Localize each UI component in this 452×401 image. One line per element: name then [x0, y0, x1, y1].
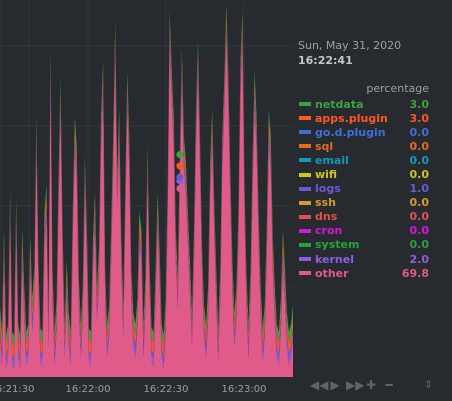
legend-row-cron[interactable]: cron 0.0 [298, 224, 448, 238]
legend-name: ssh [315, 196, 336, 210]
stacked-area-chart[interactable]: 16:21:30 16:22:00 16:22:30 16:23:00 [0, 0, 293, 401]
resize-handle-icon[interactable]: ⇕ [424, 378, 434, 391]
legend-row-apps.plugin[interactable]: apps.plugin 3.0 [298, 111, 448, 125]
legend-row-sql[interactable]: sql 0.0 [298, 139, 448, 153]
legend-swatch [299, 144, 311, 149]
area-series-kernel [0, 30, 293, 370]
legend-value: 0.0 [409, 168, 430, 182]
pan-right-icon[interactable]: ▶▶ [346, 378, 365, 392]
legend-value: 0.0 [409, 210, 430, 224]
legend: Sun, May 31, 2020 16:22:41 percentage ne… [298, 39, 448, 280]
legend-row-kernel[interactable]: kernel 2.0 [298, 252, 448, 266]
legend-row-dns[interactable]: dns 0.0 [298, 210, 448, 224]
legend-swatch [299, 102, 311, 107]
legend-name: cron [315, 224, 343, 238]
x-tick-label: 16:21:30 [0, 384, 34, 395]
legend-value: 3.0 [409, 111, 430, 125]
legend-value: 3.0 [409, 97, 430, 111]
legend-swatch [299, 257, 311, 262]
legend-row-system[interactable]: system 0.0 [298, 238, 448, 252]
legend-name: logs [315, 182, 341, 196]
zoom-in-icon[interactable]: ✚ [365, 378, 377, 392]
legend-swatch [299, 116, 311, 121]
legend-value: 0.0 [409, 224, 430, 238]
legend-value: 1.0 [409, 182, 430, 196]
legend-swatch [299, 172, 311, 177]
legend-name: sql [315, 139, 334, 153]
legend-value: 0.0 [409, 238, 430, 252]
zoom-out-icon[interactable]: ━ [385, 378, 393, 392]
legend-date: Sun, May 31, 2020 [298, 39, 402, 52]
legend-swatch [299, 271, 311, 276]
legend-name: other [315, 266, 349, 280]
legend-value: 2.0 [409, 252, 430, 266]
legend-row-wifi[interactable]: wifi 0.0 [298, 167, 448, 181]
legend-swatch [299, 186, 311, 191]
legend-units: percentage [366, 82, 429, 95]
legend-value: 0.0 [409, 125, 430, 139]
legend-swatch [299, 130, 311, 135]
area-series-netdata [0, 3, 293, 347]
hover-point-apps.plugin [176, 162, 184, 170]
area-series-other [0, 37, 293, 377]
legend-name: wifi [315, 168, 338, 182]
x-tick-label: 16:22:30 [144, 384, 189, 395]
legend-name: kernel [315, 252, 354, 266]
legend-row-ssh[interactable]: ssh 0.0 [298, 196, 448, 210]
legend-row-email[interactable]: email 0.0 [298, 153, 448, 167]
hover-point-netdata [176, 151, 184, 159]
legend-name: email [315, 153, 349, 167]
legend-swatch [299, 214, 311, 219]
legend-swatch [299, 200, 311, 205]
legend-row-go.d.plugin[interactable]: go.d.plugin 0.0 [298, 125, 448, 139]
legend-name: system [315, 238, 360, 252]
legend-row-other[interactable]: other 69.8 [298, 266, 448, 280]
legend-swatch [299, 242, 311, 247]
legend-value: 0.0 [409, 196, 430, 210]
play-icon[interactable]: ▶ [330, 378, 340, 392]
legend-value: 0.0 [409, 139, 430, 153]
x-tick-label: 16:22:00 [66, 384, 111, 395]
legend-row-netdata[interactable]: netdata 3.0 [298, 97, 448, 111]
hover-point-other [176, 185, 184, 192]
area-series-apps.plugin [0, 15, 293, 359]
legend-rows: netdata 3.0 apps.plugin 3.0 go.d.plugin 0.0 sq… [298, 97, 448, 280]
hover-point-logs [176, 173, 184, 181]
x-tick-label: 16:23:00 [222, 384, 267, 395]
chart-area[interactable]: 16:21:30 16:22:00 16:22:30 16:23:00 [0, 0, 293, 401]
legend-name: netdata [315, 97, 364, 111]
legend-swatch [299, 228, 311, 233]
legend-name: apps.plugin [315, 111, 388, 125]
legend-swatch [299, 158, 311, 163]
legend-row-logs[interactable]: logs 1.0 [298, 182, 448, 196]
legend-value: 0.0 [409, 153, 430, 167]
legend-time: 16:22:41 [298, 54, 353, 67]
chart-controls: ◀◀ ▶ ▶▶ ✚ ━ [310, 378, 396, 392]
legend-name: dns [315, 210, 338, 224]
legend-value: 69.8 [401, 266, 429, 280]
pan-left-icon[interactable]: ◀◀ [310, 378, 329, 392]
legend-name: go.d.plugin [315, 125, 386, 139]
